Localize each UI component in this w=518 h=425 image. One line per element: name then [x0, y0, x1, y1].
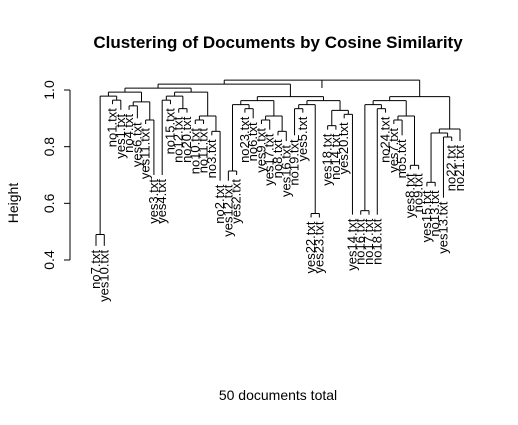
leaf-label: no8.txt: [270, 139, 285, 178]
leaf-label: no12.txt: [171, 116, 186, 163]
leaf-label: no9.txt: [411, 173, 426, 212]
leaf-label: no5.txt: [394, 139, 409, 178]
y-tick-label: 0.4: [41, 250, 57, 270]
leaf-label: no22.txt: [444, 145, 459, 192]
leaf-label: no14.txt: [328, 133, 343, 180]
leaf-label: yes2.txt: [229, 179, 244, 224]
leaf-label: no21.txt: [452, 145, 467, 192]
leaf-label: yes10.txt: [96, 249, 111, 301]
y-axis-label: Height: [5, 183, 21, 224]
leaf-label: no2.txt: [212, 184, 227, 223]
leaf-label: yes7.txt: [386, 128, 401, 173]
leaf-label: no7.txt: [88, 249, 103, 288]
chart-title: Clustering of Documents by Cosine Simila…: [93, 33, 463, 52]
leaf-label: no11.txt: [196, 128, 211, 174]
leaf-label: no24.txt: [378, 116, 393, 163]
leaf-label: no19.txt: [287, 139, 302, 186]
leaf-label: yes23.txt: [311, 221, 326, 273]
leaf-label: no6.txt: [245, 122, 260, 161]
y-tick-label: 0.8: [41, 137, 57, 157]
leaf-label: yes4.txt: [154, 179, 169, 224]
leaf-label: yes15.txt: [419, 190, 434, 242]
leaf-label: no15.txt: [162, 108, 177, 155]
leaf-label: no10.txt: [187, 128, 202, 175]
leaf-label: yes14.txt: [344, 218, 359, 270]
leaf-label: yes12.txt: [220, 184, 235, 236]
leaf-label: yes17.txt: [262, 133, 277, 185]
leaf-label: yes8.txt: [402, 173, 417, 218]
leaf-label: yes9.txt: [253, 128, 268, 173]
leaf-label: yes13.txt: [435, 201, 450, 253]
leaf-label: yes11.txt: [138, 128, 153, 179]
leaf-label: yes5.txt: [295, 116, 310, 161]
leaf-label: no1.txt: [105, 108, 120, 147]
leaf-label: no18.txt: [369, 218, 384, 265]
leaf-label: yes18.txt: [320, 133, 335, 185]
leaf-labels: no7.txtyes10.txtno1.txtyes1.txtno4.txtye…: [88, 108, 467, 302]
leaf-label: no17.txt: [361, 218, 376, 265]
y-axis: 0.4 0.6 0.8 1.0: [41, 80, 71, 270]
leaf-label: no16.txt: [353, 218, 368, 265]
leaf-label: no23.txt: [237, 116, 252, 163]
dendrogram-branches: [95, 79, 461, 246]
x-axis-label: 50 documents total: [219, 387, 337, 403]
leaf-label: no20.txt: [179, 116, 194, 163]
leaf-label: no4.txt: [121, 113, 136, 152]
leaf-label: yes6.txt: [129, 122, 144, 167]
y-tick-label: 1.0: [41, 80, 57, 100]
leaf-label: no3.txt: [204, 139, 219, 178]
leaf-label: yes3.txt: [146, 179, 161, 224]
y-tick-label: 0.6: [41, 193, 57, 213]
leaf-label: yes16.txt: [278, 145, 293, 197]
leaf-label: yes1.txt: [113, 113, 128, 158]
leaf-label: yes20.txt: [336, 122, 351, 174]
leaf-label: no13.txt: [427, 190, 442, 237]
leaf-label: yes22.txt: [303, 221, 318, 273]
